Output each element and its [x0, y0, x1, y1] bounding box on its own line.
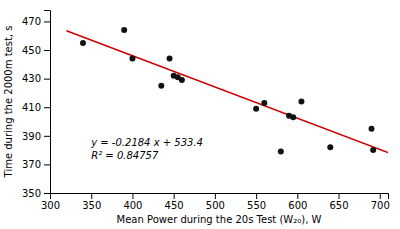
tick-label: 350	[82, 200, 101, 211]
tick-mark	[44, 136, 50, 137]
tick: 370	[22, 159, 50, 170]
point	[278, 149, 284, 155]
tick-mark	[339, 193, 340, 199]
tick-label: 500	[206, 200, 225, 211]
tick-label: 300	[41, 200, 60, 211]
tick-label: 390	[22, 131, 41, 142]
plot: 3003504004505005506006507003503703904104…	[22, 11, 390, 212]
tick-mark	[174, 193, 175, 199]
tick-label: 600	[288, 200, 307, 211]
tick-mark	[44, 164, 50, 165]
tick-label: 410	[22, 102, 41, 113]
tick-label: 450	[165, 200, 184, 211]
tick: 410	[22, 102, 50, 113]
tick: 470	[22, 16, 50, 27]
point	[290, 114, 296, 120]
tick: 650	[329, 193, 348, 211]
tick: 500	[206, 193, 225, 211]
x-axis-title: Mean Power during the 20s Test (W₂₀), W	[117, 214, 322, 225]
y-axis: 350 370 390 410 430 450 470	[22, 11, 51, 199]
tick: 400	[123, 193, 142, 211]
axis-line	[51, 194, 389, 200]
axis-line	[44, 11, 51, 194]
tick-mark	[297, 193, 298, 199]
tick: 600	[288, 193, 307, 211]
point	[253, 106, 259, 112]
tick-label: 350	[22, 188, 41, 199]
tick: 300	[41, 193, 60, 211]
tick: 350	[22, 188, 50, 199]
tick-label: 550	[247, 200, 266, 211]
point	[298, 99, 304, 105]
point	[369, 126, 375, 132]
tick-label: 650	[329, 200, 348, 211]
tick-mark	[44, 21, 50, 22]
tick-label: 370	[22, 159, 41, 170]
tick-label: 450	[22, 45, 41, 56]
point	[370, 147, 376, 153]
tick: 430	[22, 73, 50, 84]
tick-mark	[44, 107, 50, 108]
point	[158, 83, 164, 89]
point	[261, 100, 267, 106]
tick: 450	[165, 193, 184, 211]
tick-mark	[44, 193, 50, 194]
x-axis: 300 350 400 450 500 550 600 650 700	[41, 193, 390, 211]
point	[179, 77, 185, 83]
tick-mark	[44, 50, 50, 51]
regression-line	[66, 31, 388, 153]
point	[121, 27, 127, 33]
point	[167, 56, 173, 62]
point	[129, 56, 135, 62]
tick-mark	[215, 193, 216, 199]
tick-mark	[256, 193, 257, 199]
point	[80, 40, 86, 46]
annotation: y = -0.2184 x + 533.4 R² = 0.84757	[90, 137, 203, 161]
tick-mark	[91, 193, 92, 199]
tick: 450	[22, 45, 50, 56]
tick-label: 470	[22, 16, 41, 27]
tick-label: 700	[371, 200, 390, 211]
tick: 550	[247, 193, 266, 211]
marks	[66, 27, 388, 155]
tick-mark	[44, 79, 50, 80]
tick-label: 430	[22, 73, 41, 84]
chart: 3003504004505005506006507003503703904104…	[0, 0, 400, 229]
tick-mark	[380, 193, 381, 199]
y-axis-title: Time during the 2000m test, s	[3, 26, 14, 179]
tick: 390	[22, 131, 50, 142]
tick-label: 400	[123, 200, 142, 211]
tick: 350	[82, 193, 101, 211]
tick-mark	[132, 193, 133, 199]
annotation-line: y = -0.2184 x + 533.4	[90, 137, 203, 148]
annotation-line: R² = 0.84757	[91, 150, 159, 161]
point	[327, 144, 333, 150]
tick: 700	[371, 193, 390, 211]
